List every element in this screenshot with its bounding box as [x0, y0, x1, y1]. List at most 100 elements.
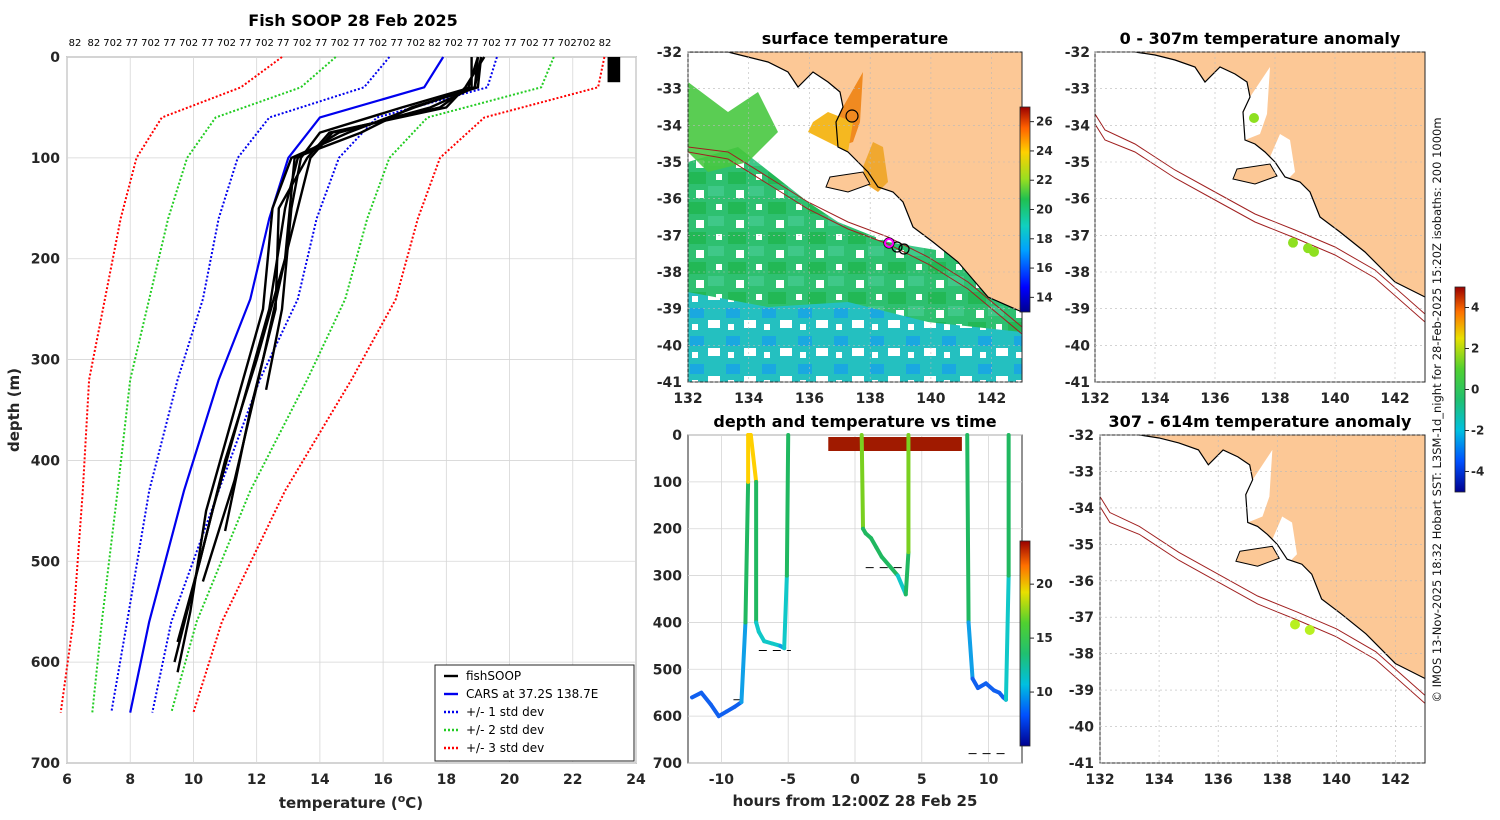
x-tick-label: 16	[373, 772, 392, 788]
colorbar-tick-label: 0	[1471, 383, 1479, 397]
y-tick-label: 500	[31, 554, 60, 570]
top-tick-label: 702	[406, 38, 425, 49]
x-tick-label: 24	[626, 772, 646, 788]
x-tick-label: 136	[1200, 391, 1229, 407]
depth-segment	[743, 479, 751, 625]
colorbar-tick-label: -4	[1471, 465, 1484, 479]
colorbar-tick-label: 2	[1471, 342, 1479, 356]
depth-segment	[708, 702, 721, 719]
anomaly2-title: 307 - 614m temperature anomaly	[1109, 412, 1412, 431]
anomaly1-y-ticks: -32 -33 -34 -35 -36 -37 -38 -39 -40 -41	[1065, 45, 1091, 391]
sst-colorbar-ticks: 14 16 18 20 22 24 26	[1030, 115, 1053, 304]
y-tick-label: -32	[1069, 428, 1094, 444]
legend-label: CARS at 37.2S 138.7E	[466, 687, 598, 701]
x-tick-label: 134	[734, 391, 763, 407]
x-tick-label: 18	[437, 772, 456, 788]
top-tick-label: 77	[315, 38, 328, 49]
y-tick-label: -38	[657, 265, 682, 281]
depth-segment	[784, 433, 791, 578]
top-tick-label: 702	[330, 38, 349, 49]
legend-label: +/- 2 std dev	[466, 723, 544, 737]
x-tick-label: 138	[1260, 391, 1289, 407]
legend-label: +/- 3 std dev	[466, 741, 544, 755]
y-tick-label: 700	[653, 756, 682, 772]
legend-box	[434, 664, 635, 762]
x-tick-label: 14	[310, 772, 330, 788]
anomaly-point	[1290, 619, 1300, 630]
dt-dashed-segments	[728, 567, 1009, 755]
top-tick-label: 702	[103, 38, 122, 49]
y-tick-label: 200	[31, 252, 60, 268]
y-tick-label: 600	[31, 655, 60, 671]
x-tick-label: 136	[795, 391, 824, 407]
dt-colorbar	[1019, 540, 1031, 747]
y-tick-label: -35	[1065, 155, 1090, 171]
top-tick-labels: 82 82 702 77 702 77 702 77 702 77 702 77 702 77 702 77 7…	[69, 38, 612, 49]
y-tick-label: -34	[657, 118, 683, 134]
sst-map-panel: surface temperature	[657, 29, 1053, 407]
anomaly1-points	[1249, 113, 1319, 257]
anomaly1-map-area	[1095, 52, 1425, 382]
y-tick-label: -40	[657, 338, 683, 354]
y-tick-label: 300	[31, 353, 60, 369]
profile-plot-area	[66, 56, 637, 764]
y-tick-label: -40	[1065, 338, 1091, 354]
x-tick-label: 10	[184, 772, 204, 788]
x-tick-label: 10	[979, 772, 999, 788]
profile-y-ticks: 0 100 200 300 400 500 600 700	[31, 50, 60, 772]
depth-segment	[887, 564, 900, 578]
x-tick-label: 22	[563, 772, 582, 788]
x-tick-label: 142	[977, 391, 1006, 407]
depth-segment	[859, 433, 866, 531]
y-tick-label: 700	[31, 756, 60, 772]
std-line	[192, 56, 606, 713]
top-tick-label: 77	[542, 38, 555, 49]
x-tick-label: 134	[1140, 391, 1169, 407]
x-tick-label: -10	[709, 772, 735, 788]
y-tick-label: 600	[653, 709, 682, 725]
top-tick-label: 702	[217, 38, 236, 49]
top-tick-label: 77	[277, 38, 290, 49]
colorbar-tick-label: 22	[1036, 173, 1053, 187]
x-tick-label: 20	[500, 772, 520, 788]
depth-segment	[879, 554, 892, 569]
anomaly2-x-ticks: 132 134 136 138 140 142	[1085, 772, 1410, 788]
depth-segment	[966, 620, 975, 681]
y-tick-label: -33	[657, 82, 682, 98]
y-tick-label: -38	[1065, 265, 1090, 281]
x-tick-label: 140	[916, 391, 945, 407]
y-tick-label: -37	[1069, 610, 1094, 626]
sst-map-area	[688, 52, 1022, 382]
depth-segment	[782, 573, 789, 651]
track-point	[898, 243, 910, 255]
top-tick-label: 702	[293, 38, 312, 49]
x-tick-label: 134	[1144, 772, 1173, 788]
x-tick-label: 140	[1322, 772, 1351, 788]
anomaly-colorbar-ticks: -4 -2 0 2 4	[1465, 301, 1484, 479]
sst-colorbar	[1019, 106, 1031, 313]
x-tick-label: 132	[1085, 772, 1114, 788]
profile-xlabel: temperature (oC)	[279, 792, 423, 812]
anomaly2-frame	[1099, 434, 1426, 764]
y-tick-label: 400	[31, 453, 60, 469]
y-tick-label: -39	[1069, 683, 1094, 699]
y-tick-label: 0	[672, 428, 682, 444]
anomaly1-x-ticks: 132 134 136 138 140 142	[1080, 391, 1409, 407]
profile-legend: fishSOOP CARS at 37.2S 138.7E +/- 1 std de…	[434, 664, 635, 762]
x-tick-label: 138	[856, 391, 885, 407]
surface-marker	[607, 57, 621, 83]
dt-surface-markers	[828, 437, 962, 451]
x-tick-label: 6	[62, 772, 72, 788]
profile-panel: Fish SOOP 28 Feb 2025 82 82 702 77 702 77 702 7…	[5, 11, 646, 812]
fishsoop-profile	[264, 57, 473, 391]
top-tick-label: 77	[125, 38, 138, 49]
x-tick-label: 132	[673, 391, 702, 407]
colorbar-tick-label: 20	[1036, 203, 1053, 217]
top-tick-label: 77	[504, 38, 517, 49]
profile-ylabel: depth (m)	[5, 368, 23, 452]
top-tick-label: 82	[69, 38, 82, 49]
legend-label: +/- 1 std dev	[466, 705, 544, 719]
dt-colorbar-ticks: 10 15 20	[1030, 577, 1053, 699]
anomaly-point	[1249, 113, 1259, 123]
y-tick-label: -41	[1069, 756, 1094, 772]
